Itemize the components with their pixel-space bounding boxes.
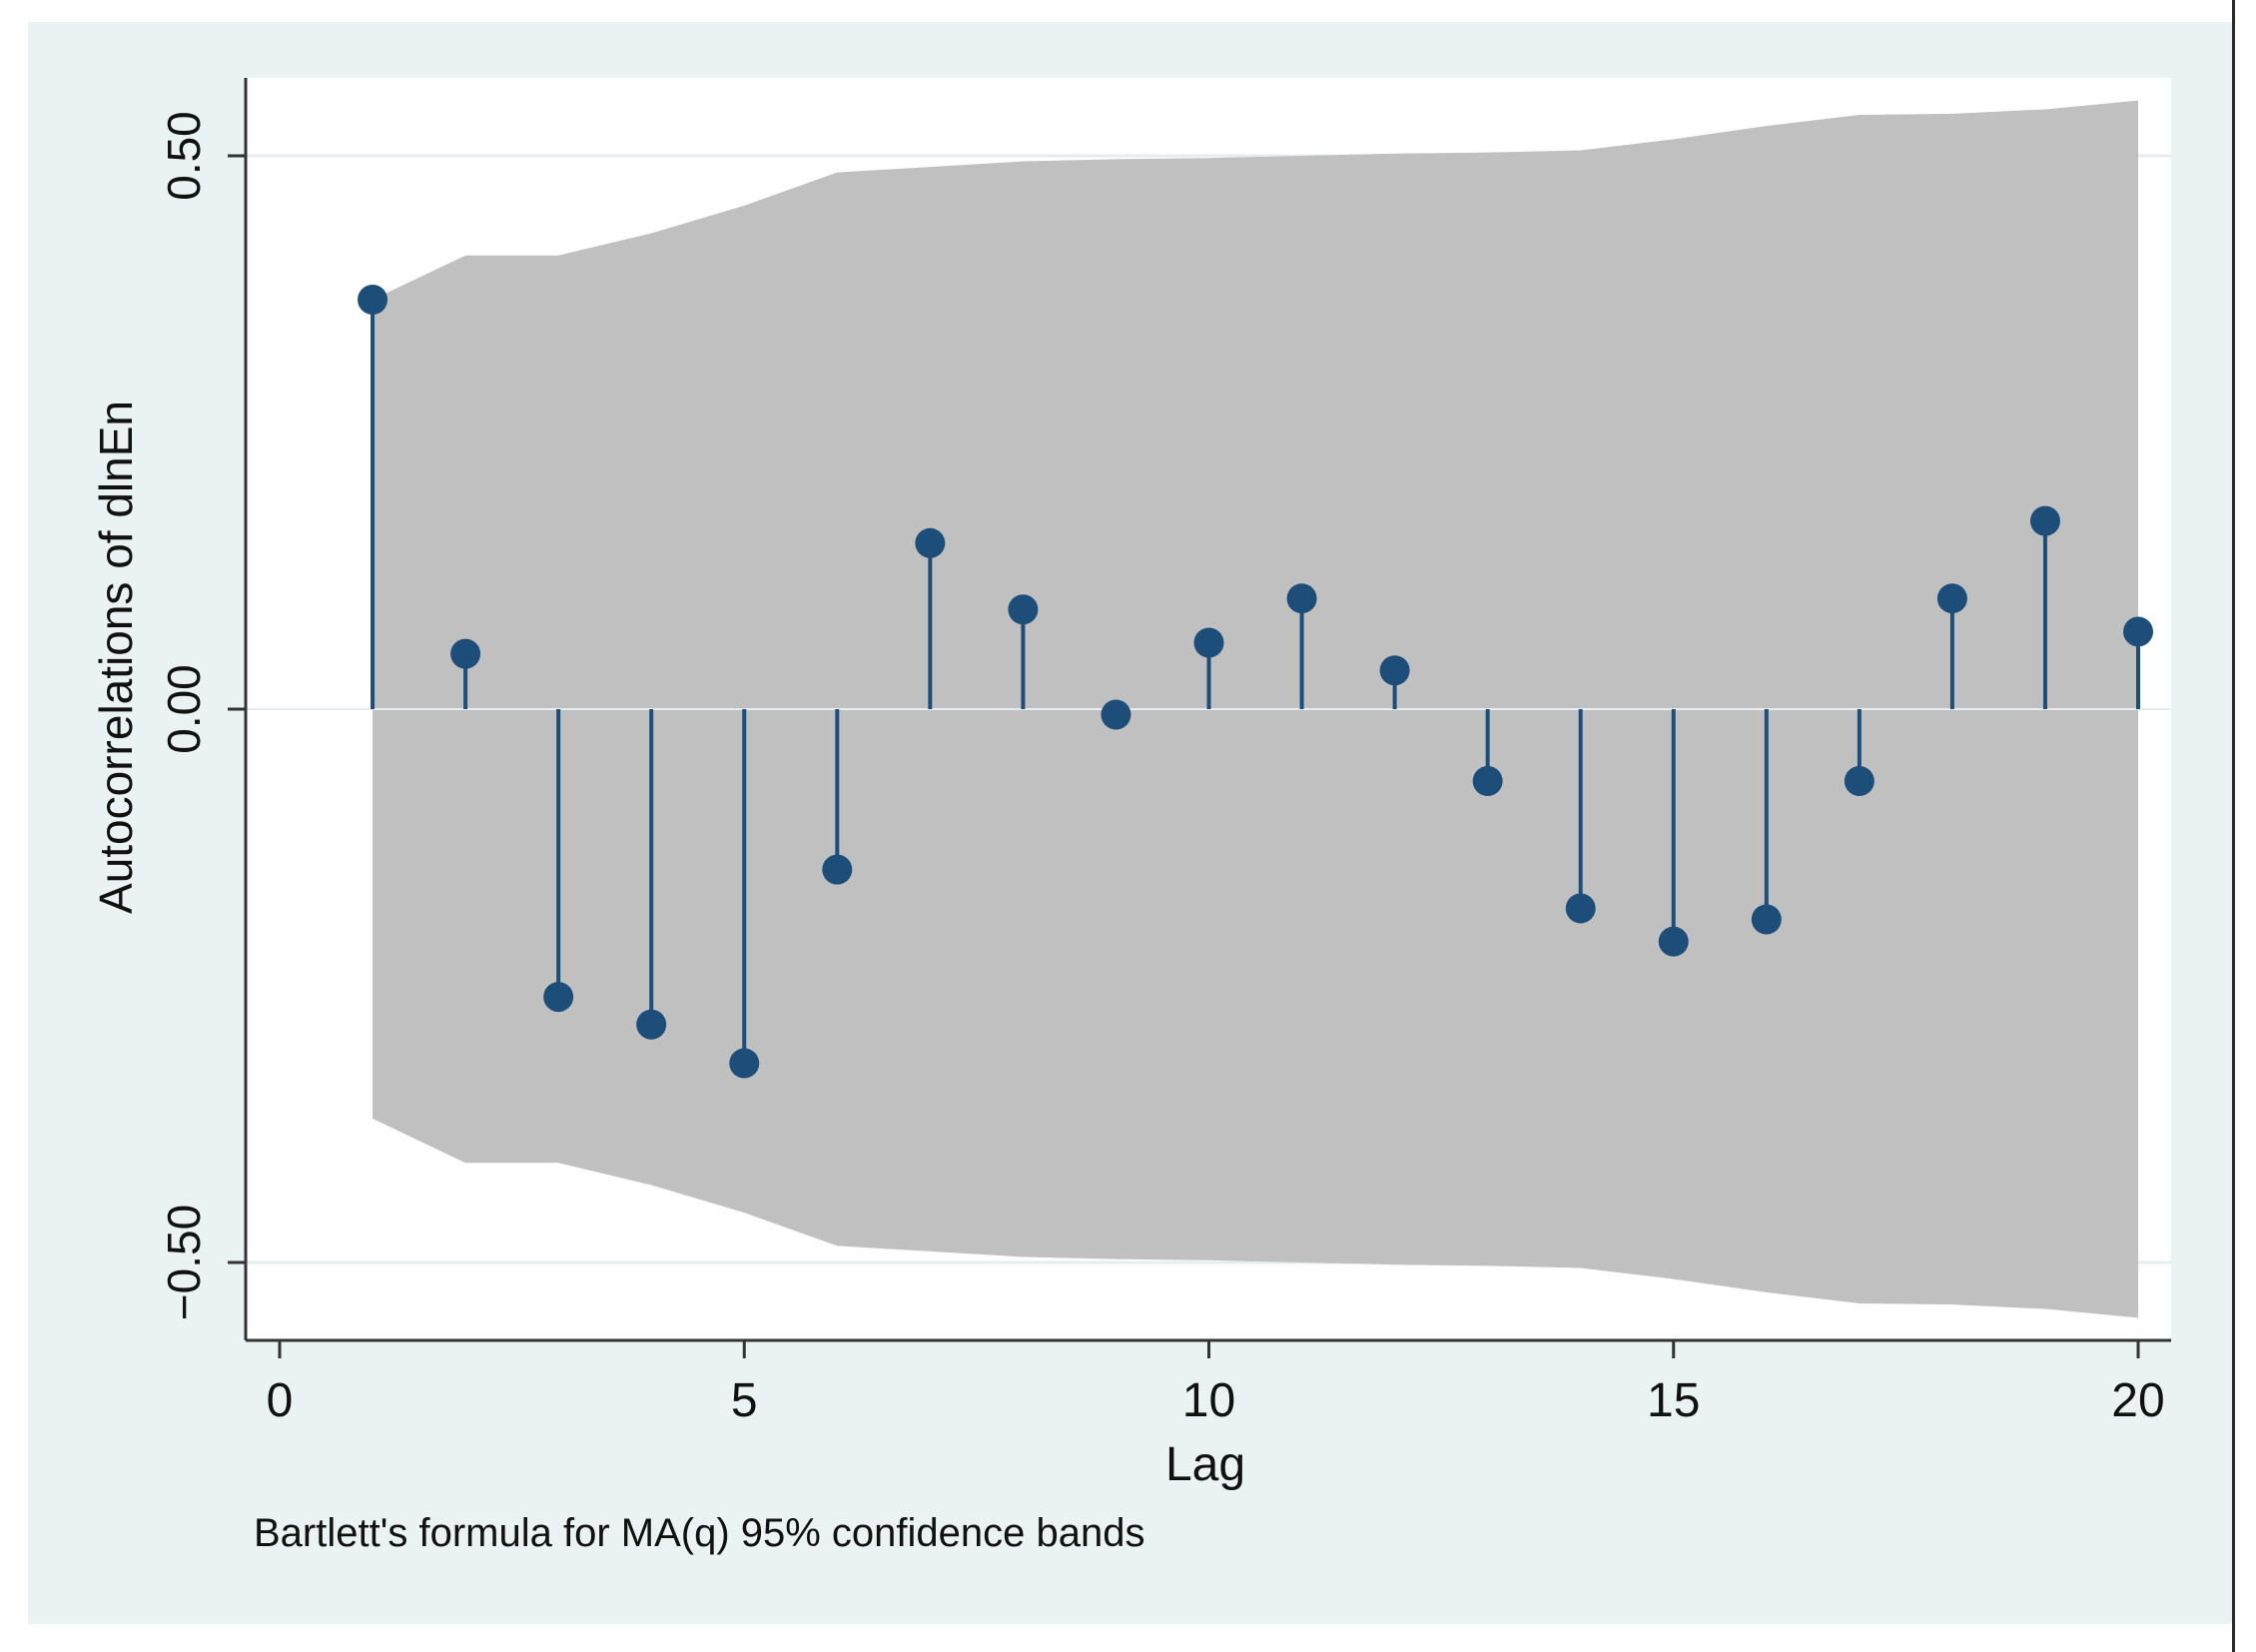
y-axis-ticks: −0.50 0.00 0.50 bbox=[158, 111, 246, 1320]
marker-lag-15 bbox=[1658, 926, 1689, 957]
marker-lag-9 bbox=[1101, 699, 1131, 730]
marker-lag-2 bbox=[450, 638, 481, 669]
marker-lag-7 bbox=[915, 527, 946, 558]
marker-lag-10 bbox=[1193, 627, 1224, 658]
x-tick-label: 0 bbox=[267, 1374, 294, 1427]
marker-lag-12 bbox=[1379, 655, 1410, 686]
marker-lag-20 bbox=[2123, 616, 2153, 647]
marker-lag-17 bbox=[1844, 766, 1875, 797]
marker-lag-6 bbox=[822, 854, 853, 885]
y-tick-label: −0.50 bbox=[158, 1205, 210, 1320]
marker-lag-5 bbox=[729, 1048, 760, 1079]
x-axis-ticks: 0 5 10 15 20 bbox=[267, 1340, 2165, 1427]
marker-lag-11 bbox=[1286, 583, 1317, 614]
marker-lag-13 bbox=[1472, 766, 1503, 797]
x-tick-label: 20 bbox=[2111, 1374, 2164, 1427]
y-tick-label: 0.00 bbox=[158, 664, 210, 754]
x-axis-label: Lag bbox=[1165, 1438, 1245, 1491]
marker-lag-8 bbox=[1008, 594, 1039, 625]
marker-lag-14 bbox=[1565, 893, 1596, 924]
marker-lag-18 bbox=[1936, 583, 1967, 614]
x-tick-label: 5 bbox=[731, 1374, 758, 1427]
markers bbox=[358, 285, 2153, 1079]
marker-lag-4 bbox=[636, 1009, 667, 1040]
marker-lag-3 bbox=[543, 982, 574, 1013]
marker-lag-16 bbox=[1751, 904, 1782, 935]
marker-lag-1 bbox=[358, 285, 388, 316]
x-tick-label: 15 bbox=[1647, 1374, 1700, 1427]
x-tick-label: 10 bbox=[1182, 1374, 1235, 1427]
y-tick-label: 0.50 bbox=[158, 111, 210, 201]
figure-edge-line bbox=[2232, 0, 2235, 1652]
chart-note: Bartlett's formula for MA(q) 95% confide… bbox=[254, 1511, 1145, 1555]
marker-lag-19 bbox=[2029, 505, 2060, 536]
y-axis-label: Autocorrelations of dlnEn bbox=[90, 401, 142, 914]
